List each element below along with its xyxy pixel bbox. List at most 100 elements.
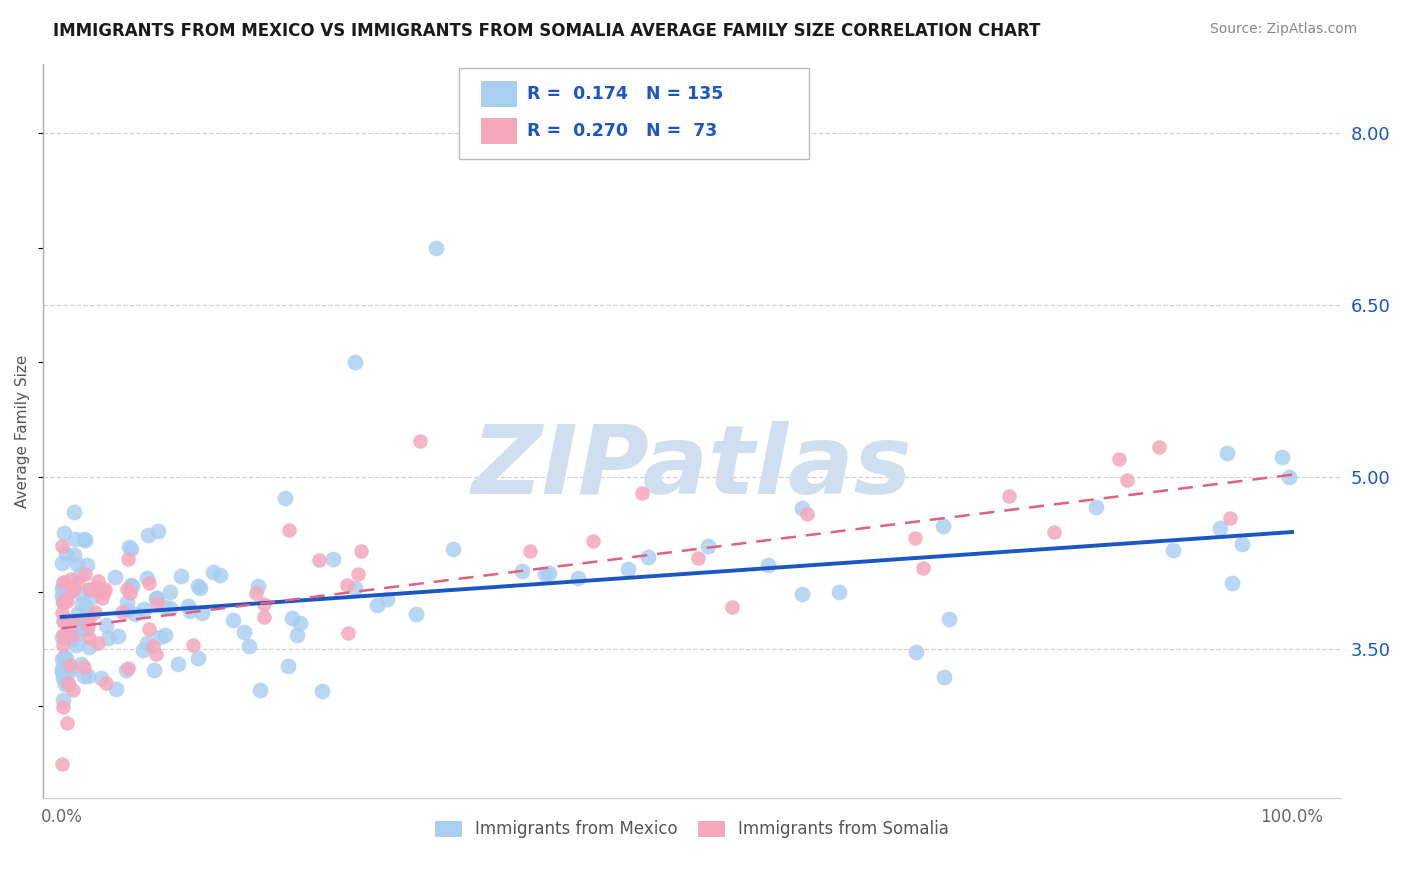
Point <box>52 614 75 628</box>
Point <box>792 501 814 516</box>
Point <box>77 611 100 625</box>
Point <box>253 610 276 624</box>
Point <box>52 614 75 628</box>
Point <box>688 551 710 566</box>
Point <box>59 658 82 673</box>
Legend: Immigrants from Mexico, Immigrants from Somalia: Immigrants from Mexico, Immigrants from … <box>429 814 956 845</box>
Point <box>932 518 955 533</box>
Point <box>51 589 73 603</box>
Point <box>796 508 818 522</box>
Point <box>53 574 76 589</box>
Point <box>51 756 73 771</box>
Point <box>63 505 86 519</box>
Point <box>336 625 359 640</box>
FancyBboxPatch shape <box>458 68 808 160</box>
Point <box>52 661 75 675</box>
Point <box>696 539 718 553</box>
Point <box>51 661 73 675</box>
Point <box>912 561 935 575</box>
Point <box>1163 543 1185 558</box>
Point <box>52 596 75 610</box>
Point <box>77 582 100 597</box>
Point <box>53 526 76 541</box>
Point <box>188 581 211 595</box>
Point <box>176 599 198 613</box>
Point <box>720 600 742 615</box>
Point <box>617 562 640 576</box>
Point <box>138 622 160 636</box>
Point <box>77 618 100 632</box>
Point <box>66 558 89 572</box>
Text: R =  0.174   N = 135: R = 0.174 N = 135 <box>527 85 724 103</box>
Point <box>52 574 75 589</box>
Point <box>69 567 91 582</box>
Point <box>756 558 779 572</box>
Point <box>70 598 93 612</box>
Point <box>60 632 83 646</box>
Point <box>344 581 367 595</box>
Point <box>72 660 94 674</box>
Point <box>366 598 388 612</box>
Point <box>121 579 143 593</box>
Point <box>336 577 359 591</box>
Point <box>59 660 82 674</box>
Point <box>153 628 176 642</box>
Point <box>346 567 368 582</box>
Point <box>104 682 127 697</box>
Point <box>209 568 232 582</box>
Point <box>53 593 76 607</box>
Point <box>115 603 138 617</box>
Point <box>52 628 75 642</box>
Point <box>97 631 120 645</box>
Point <box>53 650 76 665</box>
Point <box>53 593 76 607</box>
Point <box>52 700 75 714</box>
Point <box>52 693 75 707</box>
Point <box>1108 452 1130 467</box>
Point <box>107 629 129 643</box>
Point <box>111 606 134 620</box>
Point <box>60 572 83 586</box>
Point <box>66 627 89 641</box>
Point <box>409 434 432 448</box>
Point <box>166 657 188 671</box>
Point <box>117 582 139 596</box>
Point <box>53 592 76 607</box>
Point <box>76 558 98 572</box>
Point <box>73 532 96 546</box>
Point <box>1043 524 1066 539</box>
Point <box>51 582 73 597</box>
Point <box>405 607 427 621</box>
Point <box>55 547 77 561</box>
Point <box>118 540 141 554</box>
Point <box>136 571 159 585</box>
Point <box>76 669 98 683</box>
Point <box>932 670 955 684</box>
Point <box>567 571 589 585</box>
Point <box>142 640 165 654</box>
Point <box>170 569 193 583</box>
Point <box>245 585 267 599</box>
Point <box>582 534 605 549</box>
Point <box>143 663 166 677</box>
Point <box>52 580 75 594</box>
Point <box>905 645 928 659</box>
Point <box>75 600 97 615</box>
Point <box>62 583 84 598</box>
Point <box>76 607 98 621</box>
Point <box>104 570 127 584</box>
Point <box>153 600 176 615</box>
Point <box>281 611 304 625</box>
Point <box>52 579 75 593</box>
Point <box>90 672 112 686</box>
Point <box>1232 537 1254 551</box>
Point <box>69 622 91 636</box>
Point <box>179 604 201 618</box>
Point <box>53 630 76 644</box>
Point <box>191 606 214 620</box>
Point <box>94 675 117 690</box>
Point <box>792 587 814 601</box>
Point <box>145 647 167 661</box>
Point <box>124 607 146 621</box>
Point <box>998 489 1021 503</box>
